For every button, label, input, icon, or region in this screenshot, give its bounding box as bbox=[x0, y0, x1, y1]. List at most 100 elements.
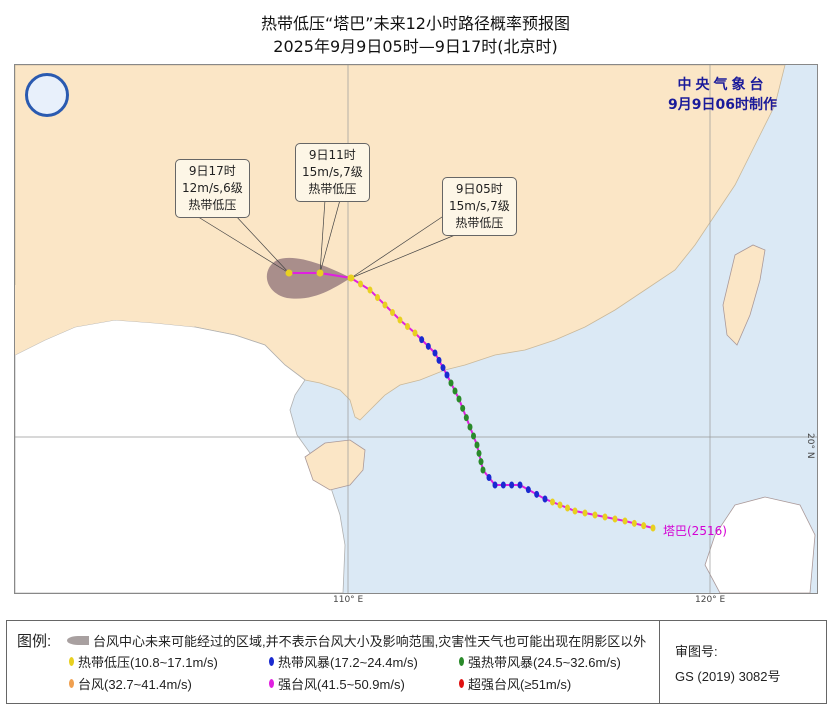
callout-wind: 15m/s,7级 bbox=[449, 199, 510, 213]
hainan-island bbox=[304, 439, 366, 491]
land-china-west bbox=[15, 280, 195, 355]
track-point bbox=[592, 511, 598, 519]
legend-item-sty: 强台风(41.5~50.9m/s) bbox=[269, 674, 405, 693]
callout-9d17h: 9日17时 12m/s,6级 热带低压 bbox=[175, 159, 250, 218]
ts-marker-icon bbox=[269, 657, 274, 666]
map-subtitle: 2025年9月9日05时—9日17时(北京时) bbox=[273, 37, 558, 56]
legend-item-label: 热带风暴(17.2~24.4m/s) bbox=[278, 655, 418, 670]
track-point bbox=[500, 481, 506, 489]
track-point bbox=[582, 509, 588, 517]
legend-item-label: 台风(32.7~41.4m/s) bbox=[78, 677, 192, 692]
callout-time: 9日05时 bbox=[455, 182, 503, 196]
track-markers bbox=[285, 269, 656, 532]
track-point bbox=[565, 504, 570, 512]
callout-category: 热带低压 bbox=[308, 182, 357, 196]
track-point bbox=[390, 309, 395, 316]
track-point bbox=[622, 517, 628, 525]
callout-line-05 bbox=[350, 214, 446, 279]
track-point bbox=[557, 501, 563, 509]
track-point bbox=[471, 432, 476, 440]
track-point bbox=[612, 515, 618, 523]
taiwan-island bbox=[722, 244, 766, 346]
track-point bbox=[550, 498, 555, 506]
probability-cone bbox=[266, 257, 351, 299]
track-point bbox=[486, 474, 492, 481]
track-point bbox=[432, 349, 438, 357]
track-point bbox=[358, 280, 363, 288]
agency-stamp: 中央气象台 9月9日06时制作 bbox=[668, 75, 777, 115]
track-point bbox=[444, 371, 450, 379]
legend-item-label: 热带低压(10.8~17.1m/s) bbox=[78, 655, 218, 670]
track-point bbox=[517, 481, 523, 489]
track-point bbox=[534, 490, 540, 498]
forecast-point bbox=[285, 269, 293, 277]
td-marker-icon bbox=[69, 657, 74, 666]
callout-category: 热带低压 bbox=[455, 216, 504, 230]
track-point bbox=[572, 507, 578, 515]
track-point bbox=[492, 481, 498, 489]
legend-item-sts: 强热带风暴(24.5~32.6m/s) bbox=[459, 652, 621, 671]
callout-9d11h: 9日11时 15m/s,7级 热带低压 bbox=[295, 143, 370, 202]
callout-line-11b bbox=[319, 199, 341, 274]
lon-120-label: 120° E bbox=[695, 595, 726, 605]
track-point bbox=[412, 329, 418, 337]
track-point bbox=[650, 524, 656, 532]
callout-time: 9日11时 bbox=[308, 148, 356, 162]
callout-wind: 12m/s,6级 bbox=[182, 181, 243, 195]
track-point bbox=[456, 395, 462, 403]
track-point bbox=[460, 404, 466, 412]
callout-line-17 bbox=[194, 214, 290, 274]
legend-item-ty: 台风(32.7~41.4m/s) bbox=[69, 674, 192, 693]
callout-9d05h: 9日05时 15m/s,7级 热带低压 bbox=[442, 177, 517, 236]
storm-name-label: 塔巴(2516) bbox=[663, 524, 727, 538]
forecast-point bbox=[316, 269, 324, 277]
issue-time: 9月9日06时制作 bbox=[668, 97, 777, 113]
callout-wind: 15m/s,7级 bbox=[302, 165, 363, 179]
track-point bbox=[480, 466, 486, 474]
typhoon-track bbox=[289, 272, 654, 529]
track-point bbox=[425, 342, 431, 350]
legend-main: 图例: 台风中心未来可能经过的区域,并不表示台风大小及影响范围,灾害性天气也可能… bbox=[7, 621, 660, 703]
track-point bbox=[542, 495, 548, 503]
track-point bbox=[448, 379, 454, 387]
legend-cone-item: 台风中心未来可能经过的区域,并不表示台风大小及影响范围,灾害性天气也可能出现在阴… bbox=[67, 631, 646, 650]
track-point bbox=[478, 458, 484, 466]
sty-marker-icon bbox=[269, 679, 274, 688]
track-point bbox=[375, 294, 380, 301]
map-title: 热带低压“塔巴”未来12小时路径概率预报图 bbox=[261, 14, 570, 33]
legend-label: 图例: bbox=[17, 633, 52, 650]
cma-logo bbox=[25, 73, 69, 117]
review-label: 审图号: bbox=[675, 644, 718, 659]
cone-swatch-icon bbox=[67, 636, 89, 645]
callout-line-05b bbox=[350, 234, 456, 279]
track-point bbox=[440, 364, 446, 372]
track-point bbox=[474, 441, 480, 449]
legend-item-td: 热带低压(10.8~17.1m/s) bbox=[69, 652, 218, 671]
map-canvas bbox=[14, 64, 817, 594]
track-point bbox=[641, 522, 647, 530]
track-point bbox=[452, 387, 458, 395]
review-number: GS (2019) 3082号 bbox=[675, 669, 781, 684]
lat-20-label: 20° N bbox=[805, 433, 815, 459]
track-point bbox=[525, 486, 531, 494]
track-point bbox=[367, 286, 373, 294]
lon-110-label: 110° E bbox=[333, 595, 364, 605]
land-foreign bbox=[14, 319, 346, 594]
legend-item-label: 强热带风暴(24.5~32.6m/s) bbox=[468, 655, 621, 670]
agency-name: 中央气象台 bbox=[677, 77, 768, 93]
sts-marker-icon bbox=[459, 657, 464, 666]
track-point bbox=[419, 336, 425, 344]
track-point bbox=[509, 481, 515, 489]
callout-line-17b bbox=[234, 214, 290, 274]
track-point bbox=[631, 519, 637, 527]
legend-cone-text: 台风中心未来可能经过的区域,并不表示台风大小及影响范围,灾害性天气也可能出现在阴… bbox=[93, 634, 647, 649]
map-area: 中央气象台 9月9日06时制作 9日17时 12m/s,6级 热带低压 9日11… bbox=[14, 64, 818, 605]
callout-time: 9日17时 bbox=[188, 164, 236, 178]
track-point bbox=[382, 301, 388, 309]
legend: 图例: 台风中心未来可能经过的区域,并不表示台风大小及影响范围,灾害性天气也可能… bbox=[6, 620, 827, 704]
track-point bbox=[436, 356, 442, 364]
track-point bbox=[476, 449, 482, 457]
callout-category: 热带低压 bbox=[188, 198, 237, 212]
legend-item-superty: 超强台风(≥51m/s) bbox=[459, 674, 571, 693]
